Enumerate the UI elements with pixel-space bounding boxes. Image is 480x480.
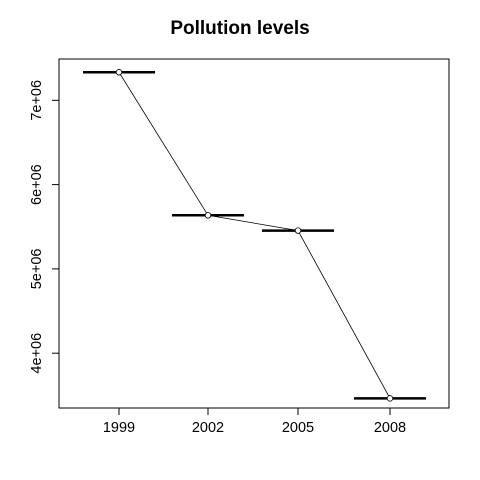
data-point xyxy=(294,227,302,234)
y-tick-label: 7e+06 xyxy=(29,80,45,121)
y-tick-label: 6e+06 xyxy=(29,164,45,205)
y-tick-label: 4e+06 xyxy=(29,333,45,374)
data-points xyxy=(115,69,394,402)
data-point xyxy=(204,212,212,219)
x-tick-label: 2002 xyxy=(192,420,224,436)
x-axis: 1999 2002 2005 2008 xyxy=(103,408,406,436)
data-point xyxy=(386,395,394,402)
plot-frame xyxy=(58,58,450,409)
level-bars xyxy=(83,70,426,400)
x-tick-label: 2005 xyxy=(282,420,314,436)
x-tick-label: 1999 xyxy=(103,420,135,436)
x-tick-label: 2008 xyxy=(374,420,406,436)
series-polyline xyxy=(118,72,391,399)
series-line xyxy=(118,72,391,399)
y-axis: 4e+06 5e+06 6e+06 7e+06 xyxy=(29,80,59,374)
data-point xyxy=(115,69,123,76)
chart-title: Pollution levels xyxy=(170,18,310,39)
y-tick-label: 5e+06 xyxy=(29,249,45,290)
